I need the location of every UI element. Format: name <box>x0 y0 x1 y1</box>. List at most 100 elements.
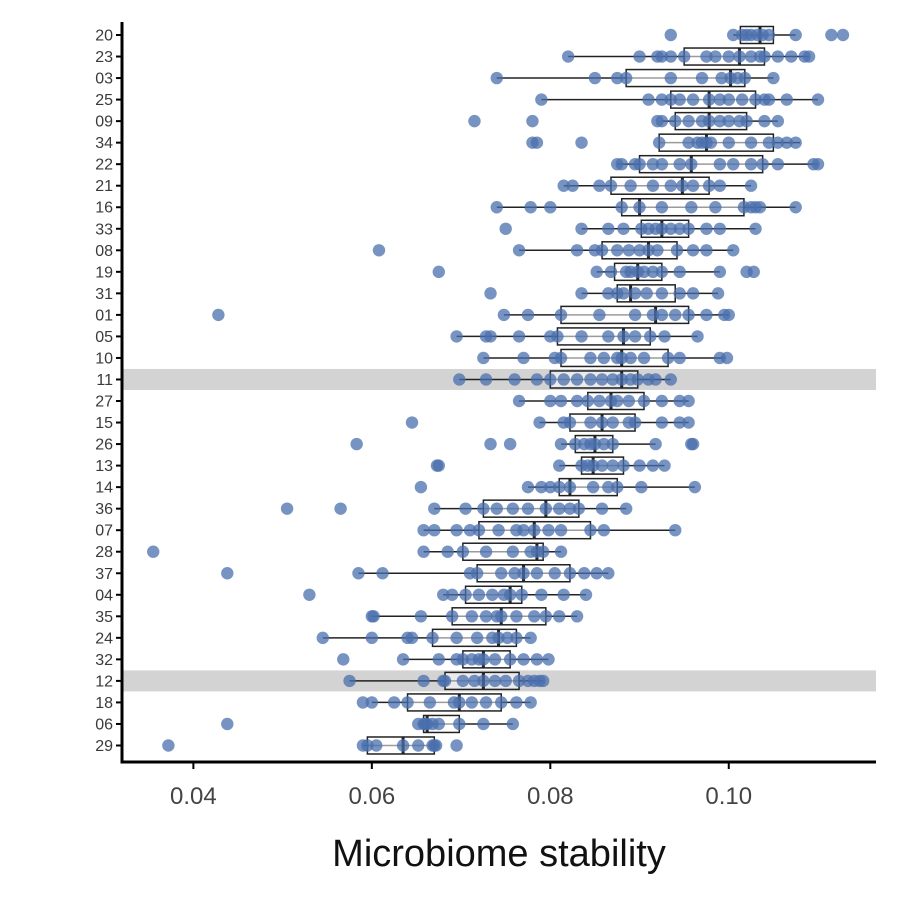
y-tick-label-32: 32 <box>95 652 113 669</box>
data-point-36-8 <box>539 502 553 515</box>
y-axis-labels: 20 23 03 25 09 34 22 21 16 33 08 19 31 01 05 10 11 27 15 26… <box>95 28 122 755</box>
data-point-07-7 <box>517 523 530 537</box>
data-point-32-7 <box>477 653 490 666</box>
data-point-12-13 <box>536 674 550 688</box>
y-tick-label-24: 24 <box>95 630 113 647</box>
data-point-23-14 <box>785 50 798 63</box>
data-point-37-5 <box>495 567 508 580</box>
data-point-31-0 <box>484 287 497 300</box>
data-point-05-12 <box>691 330 704 343</box>
data-point-32-9 <box>503 653 517 666</box>
data-point-10-5 <box>597 351 611 365</box>
data-point-18-7 <box>465 696 478 709</box>
data-point-37-11 <box>578 567 591 580</box>
data-point-23-4 <box>664 50 677 63</box>
data-point-31-2 <box>602 287 615 300</box>
data-point-11-10 <box>615 373 628 386</box>
data-point-29-8 <box>429 739 443 752</box>
y-tick-label-34: 34 <box>95 135 113 152</box>
data-point-05-3 <box>512 330 526 343</box>
data-point-16-3 <box>615 201 628 214</box>
data-point-16-12 <box>789 201 802 214</box>
data-point-12-3 <box>438 674 452 688</box>
data-point-11-15 <box>664 373 677 386</box>
data-point-23-8 <box>722 50 735 63</box>
data-point-08-5 <box>611 244 624 257</box>
data-point-13-1 <box>432 459 445 472</box>
data-point-35-9 <box>528 610 541 623</box>
data-point-03-3 <box>619 71 633 85</box>
data-point-34-8 <box>704 136 718 149</box>
data-point-18-8 <box>479 696 493 709</box>
data-point-16-1 <box>524 201 537 214</box>
data-point-28-3 <box>456 545 470 558</box>
data-point-36-3 <box>459 502 472 515</box>
data-point-07-4 <box>472 523 486 537</box>
data-point-25-1 <box>642 93 655 106</box>
data-point-09-7 <box>702 114 716 128</box>
data-point-01-6 <box>646 308 660 322</box>
data-point-20-7 <box>762 28 776 42</box>
data-point-34-1 <box>530 136 544 149</box>
data-point-31-6 <box>640 287 653 300</box>
data-point-12-8 <box>499 674 512 688</box>
data-point-33-13 <box>749 222 762 235</box>
x-tick-label-0.08: 0.08 <box>527 783 574 810</box>
data-point-13-7 <box>606 459 619 472</box>
data-point-13-8 <box>617 459 630 472</box>
data-point-14-8 <box>611 480 624 494</box>
data-point-34-4 <box>682 136 695 149</box>
data-point-12-4 <box>456 674 470 688</box>
data-point-32-12 <box>542 653 555 666</box>
data-point-33-7 <box>655 222 669 235</box>
data-point-29-3 <box>370 739 383 752</box>
data-point-23-9 <box>733 50 746 63</box>
data-point-08-9 <box>651 244 664 257</box>
y-tick-label-05: 05 <box>95 329 113 346</box>
data-point-10-3 <box>554 351 568 365</box>
data-point-33-0 <box>499 222 512 235</box>
data-point-04-9 <box>535 588 548 601</box>
data-point-19-2 <box>604 265 618 279</box>
data-point-09-4 <box>669 114 682 128</box>
data-point-26-7 <box>588 437 602 451</box>
y-tick-label-31: 31 <box>95 286 113 303</box>
data-point-24-8 <box>492 631 505 645</box>
data-point-14-5 <box>563 480 577 494</box>
data-point-15-11 <box>682 416 695 429</box>
data-point-25-6 <box>702 93 716 106</box>
data-point-08-12 <box>700 244 713 257</box>
data-point-10-9 <box>637 351 651 365</box>
data-point-23-1 <box>633 50 646 63</box>
data-point-23-12 <box>758 50 771 63</box>
data-point-10-10 <box>661 351 675 365</box>
data-point-03-6 <box>715 71 728 85</box>
data-point-14-10 <box>688 480 702 494</box>
data-point-33-1 <box>575 222 588 235</box>
data-point-18-1 <box>365 696 379 709</box>
y-tick-label-21: 21 <box>95 178 113 195</box>
y-tick-label-11: 11 <box>96 372 113 389</box>
data-point-09-12 <box>758 114 771 128</box>
data-point-13-2 <box>553 459 566 472</box>
y-tick-label-20: 20 <box>95 28 113 45</box>
data-point-19-1 <box>590 265 603 279</box>
data-point-36-13 <box>619 502 633 515</box>
x-tick-label-0.10: 0.10 <box>705 783 752 810</box>
data-point-16-7 <box>709 201 722 214</box>
data-point-35-8 <box>510 610 523 623</box>
y-tick-label-19: 19 <box>95 264 113 281</box>
data-point-10-7 <box>615 351 628 365</box>
data-point-18-9 <box>495 696 508 709</box>
data-point-24-5 <box>450 631 463 645</box>
data-point-15-1 <box>533 416 546 429</box>
data-point-35-11 <box>553 610 566 623</box>
data-point-35-1 <box>367 610 380 623</box>
data-point-14-9 <box>635 480 648 494</box>
data-point-13-10 <box>646 459 660 472</box>
data-point-18-6 <box>453 696 466 709</box>
y-tick-label-33: 33 <box>95 221 113 238</box>
data-point-34-12 <box>771 136 785 149</box>
data-point-27-0 <box>512 394 526 408</box>
data-point-33-2 <box>602 222 615 235</box>
